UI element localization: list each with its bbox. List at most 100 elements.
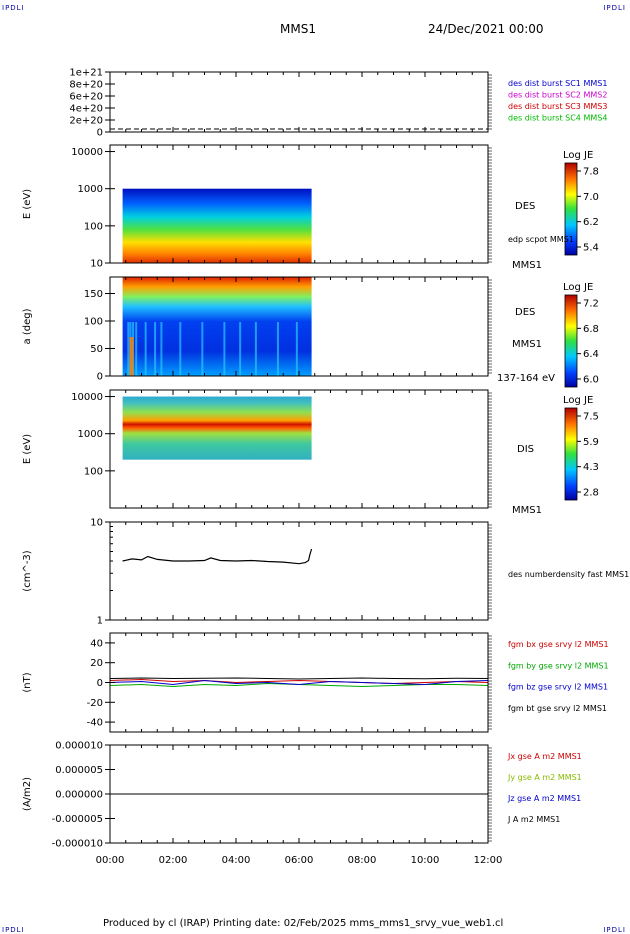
footer-credits: Produced by cl (IRAP) Printing date: 02/…: [103, 918, 504, 929]
panel-des-energy-colorbar-label: 6.2: [583, 217, 599, 228]
panel-fgm-legend-0: fgm bx gse srvy l2 MMS1: [508, 640, 609, 649]
dis-energy-spacecraft-label: MMS1: [512, 505, 542, 516]
panel-des-pitch-colorbar: [564, 294, 578, 388]
panel-burst-ytick-label: 6e+20: [69, 92, 103, 103]
panel-fgm-legend-2: fgm bz gse srvy l2 MMS1: [508, 683, 608, 692]
panel-current-legend-1: Jy gse A m2 MMS1: [507, 773, 582, 782]
panel-burst-ytick-label: 8e+20: [69, 80, 103, 91]
panel-des-energy-colorbar-label: 7.0: [583, 192, 599, 203]
time-tick-label-3: 06:00: [285, 855, 314, 866]
panel-dis-energy-colorbar-title: Log JE: [563, 395, 593, 406]
des-pitch-streak: [223, 322, 226, 376]
panel-dis-energy-ytick-label: 1000: [78, 429, 103, 440]
panel-burst-legend-1: des dist burst SC2 MMS2: [508, 91, 607, 100]
panel-des-pitch-ytick-label: 100: [84, 317, 103, 328]
des-pitch-instrument-label: DES: [515, 307, 535, 318]
panel-current-ytick-label: -0.000010: [52, 839, 103, 850]
date-title: 24/Dec/2021 00:00: [428, 22, 544, 36]
panel-fgm-ytick-label: 40: [90, 638, 103, 649]
panel-des-pitch-colorbar-label: 6.0: [583, 375, 599, 386]
des-pitch-streak: [179, 322, 182, 376]
panel-burst-ytick-label: 4e+20: [69, 104, 103, 115]
panel-dis-energy-colorbar-label: 2.8: [583, 488, 599, 499]
panel-density-ytick-label: 10: [90, 518, 103, 529]
panel-burst-legend-2: des dist burst SC3 MMS3: [508, 102, 607, 111]
corner-label-bottom-left: IPDLI: [2, 926, 25, 934]
panel-fgm-legend-3: fgm bt gse srvy l2 MMS1: [508, 704, 607, 713]
des-pitch-streak: [295, 322, 298, 376]
panel-fgm-ytick-label: 20: [90, 658, 103, 669]
time-tick-label-1: 02:00: [159, 855, 188, 866]
fgm-series-3: [109, 677, 489, 680]
fgm-series-0: [109, 678, 489, 685]
panel-des-pitch-colorbar-label: 7.2: [583, 299, 599, 310]
panel-current-ylabel: (A/m2): [22, 777, 33, 811]
panel-des-energy-ytick-label: 10000: [71, 147, 103, 158]
panel-des-pitch-ytick-label: 0: [97, 372, 103, 383]
des-pitch-spectrogram: [122, 277, 312, 376]
fgm-series-2: [109, 679, 489, 686]
density-series-0: [122, 548, 313, 565]
des-pitch-streak: [239, 322, 242, 376]
corner-label-top-right: IPDLI: [603, 4, 626, 12]
panel-current-ytick-label: 0.000000: [55, 790, 103, 801]
panel-burst-legend-0: des dist burst SC1 MMS1: [508, 79, 607, 88]
panel-density-ylabel: (cm^-3): [22, 550, 33, 591]
des-pitch-streak: [135, 322, 138, 376]
panel-des-energy-ylabel: E (eV): [22, 189, 33, 219]
corner-label-top-left: IPDLI: [2, 4, 25, 12]
panel-burst-ytick-label: 1e+21: [69, 68, 103, 79]
panel-density: [109, 521, 489, 621]
panel-dis-energy-ytick-label: 100: [84, 466, 103, 477]
panel-dis-energy-colorbar-label: 4.3: [583, 462, 599, 473]
panel-current-legend-2: Jz gse A m2 MMS1: [507, 794, 581, 803]
des-energy-spectrogram: [122, 188, 312, 263]
des-energy-instrument-label: DES: [515, 201, 535, 212]
panel-fgm-ytick-label: 0: [97, 678, 103, 689]
des-pitch-streak: [201, 322, 204, 376]
panel-des-energy-ytick-label: 10: [90, 259, 103, 270]
panel-density-ytick-label: 1: [97, 616, 103, 627]
panel-current-legend-3: J A m2 MMS1: [507, 815, 560, 824]
panel-dis-energy-colorbar-label: 5.9: [583, 437, 599, 448]
panel-des-energy-colorbar-title: Log JE: [563, 150, 593, 161]
panel-des-pitch-ylabel: a (deg): [22, 308, 33, 344]
panel-des-energy-colorbar-label: 7.8: [583, 167, 599, 178]
panel-dis-energy-ytick-label: 10000: [71, 392, 103, 403]
panel-fgm-ytick-label: -20: [87, 698, 103, 709]
panel-des-energy-colorbar-label: 5.4: [583, 243, 599, 254]
time-tick-label-0: 00:00: [96, 855, 125, 866]
panel-burst-ytick-label: 2e+20: [69, 116, 103, 127]
panel-current-ytick-label: 0.000005: [55, 765, 103, 776]
panel-current-ytick-label: 0.000010: [55, 741, 103, 752]
des-pitch-streak: [254, 322, 257, 376]
panel-des-energy-ytick-label: 1000: [78, 184, 103, 195]
panel-des-pitch-colorbar-label: 6.4: [583, 349, 599, 360]
panel-dis-energy-colorbar-label: 7.5: [583, 412, 599, 423]
des-pitch-streak: [154, 322, 157, 376]
panel-des-energy-colorbar: [564, 162, 578, 256]
panel-current-legend-0: Jx gse A m2 MMS1: [507, 752, 582, 761]
panel-des-pitch-colorbar-title: Log JE: [563, 282, 593, 293]
time-tick-label-5: 10:00: [411, 855, 440, 866]
panel-current-ytick-label: -0.000005: [52, 814, 103, 825]
des-pitch-energy-label: 137-164 eV: [497, 373, 555, 384]
panel-dis-energy-ylabel: E (eV): [22, 434, 33, 464]
des-pitch-streak: [276, 322, 279, 376]
des-pitch-hot-streak: [129, 337, 134, 376]
des-energy-spacecraft-label: MMS1: [512, 260, 542, 271]
des-pitch-streak: [127, 322, 130, 376]
panel-burst: [109, 71, 489, 133]
panel-des-pitch-ytick-label: 50: [90, 344, 103, 355]
panel-fgm-ylabel: (nT): [22, 672, 33, 692]
corner-label-bottom-right: IPDLI: [603, 926, 626, 934]
des-pitch-streak: [144, 322, 147, 376]
des-pitch-spacecraft-label: MMS1: [512, 339, 542, 350]
panel-fgm-legend-1: fgm by gse srvy l2 MMS1: [508, 661, 609, 670]
density-legend-0: des numberdensity fast MMS1: [508, 570, 629, 579]
time-tick-label-6: 12:00: [474, 855, 503, 866]
des-pitch-streak: [160, 322, 163, 376]
panel-burst-ytick-label: 0: [97, 128, 103, 139]
panel-burst-legend-3: des dist burst SC4 MMS4: [508, 114, 607, 123]
